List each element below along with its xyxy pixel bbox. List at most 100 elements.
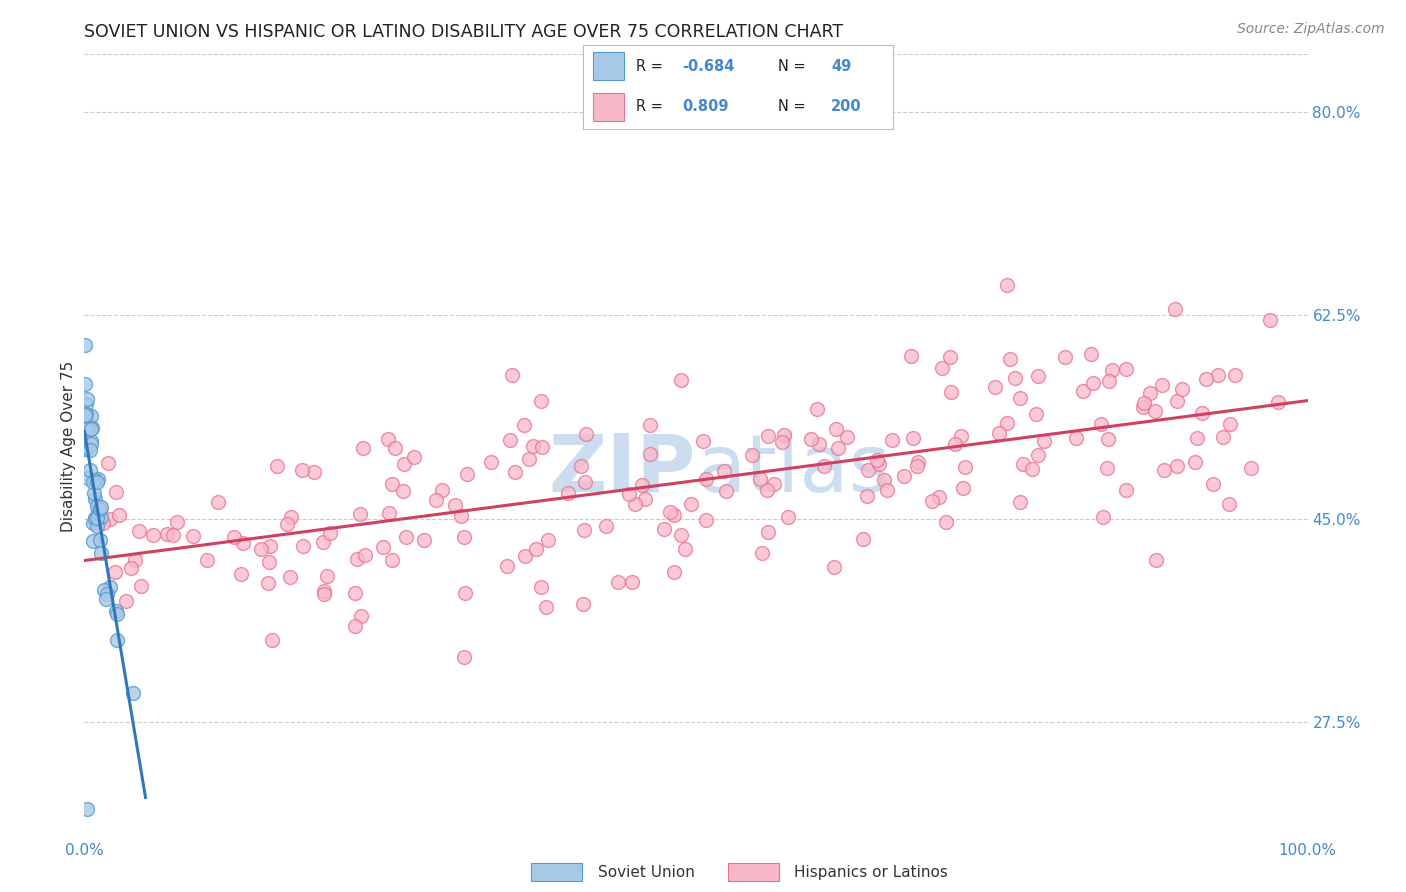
Point [928, 490, 950, 504]
Text: ZIP: ZIP [548, 431, 696, 508]
Point [624, 497, 647, 511]
Point [425, 493, 447, 508]
Point [858, 463, 880, 477]
Point [84, 474, 107, 488]
Point [105, 633, 128, 648]
Point [1025, 407, 1047, 421]
Point [82, 475, 104, 489]
Point [499, 433, 522, 447]
Point [876, 483, 898, 498]
Point [83, 485, 105, 500]
Point [73, 338, 96, 352]
Point [900, 349, 922, 363]
Point [89, 533, 111, 548]
Point [1080, 347, 1102, 361]
Text: N =: N = [779, 59, 806, 74]
Point [1091, 509, 1114, 524]
Point [222, 530, 245, 544]
Point [501, 368, 523, 382]
Point [522, 439, 544, 453]
Point [1012, 457, 1035, 471]
Point [515, 549, 537, 563]
Point [115, 594, 138, 608]
Point [530, 441, 553, 455]
Point [695, 472, 717, 486]
Point [76, 802, 98, 816]
Point [572, 598, 595, 612]
Point [949, 429, 972, 443]
Point [1000, 352, 1022, 367]
Text: Soviet Union: Soviet Union [598, 865, 695, 880]
Point [935, 516, 957, 530]
Point [1101, 363, 1123, 377]
FancyBboxPatch shape [593, 53, 624, 80]
Point [806, 401, 828, 416]
Point [82, 534, 104, 549]
Point [778, 510, 800, 524]
Point [763, 476, 786, 491]
Point [73, 410, 96, 425]
Point [595, 519, 617, 533]
Point [751, 546, 773, 560]
Point [377, 432, 399, 446]
Point [1144, 553, 1167, 567]
Point [664, 508, 686, 522]
Point [392, 457, 415, 471]
Point [673, 542, 696, 557]
Point [569, 459, 592, 474]
Point [75, 408, 97, 422]
Point [195, 553, 218, 567]
Point [1212, 430, 1234, 444]
Point [142, 528, 165, 542]
Point [866, 453, 889, 467]
Point [350, 609, 373, 624]
Point [557, 486, 579, 500]
Point [652, 522, 675, 536]
Point [716, 483, 738, 498]
Point [713, 465, 735, 479]
Point [1240, 461, 1263, 475]
Point [800, 432, 823, 446]
Point [574, 475, 596, 490]
Point [770, 435, 793, 450]
Point [905, 458, 928, 473]
Point [120, 561, 142, 575]
Point [945, 437, 967, 451]
Point [988, 425, 1011, 440]
Point [1004, 371, 1026, 385]
Point [984, 380, 1007, 394]
Point [76, 422, 98, 436]
Point [250, 541, 273, 556]
Point [620, 574, 643, 589]
Text: R =: R = [636, 98, 664, 113]
Point [695, 513, 717, 527]
Point [953, 460, 976, 475]
Point [880, 434, 903, 448]
Point [1195, 372, 1218, 386]
Point [79, 409, 101, 424]
Point [122, 686, 145, 700]
Point [1258, 312, 1281, 326]
Point [354, 548, 377, 562]
Point [312, 584, 335, 599]
Point [316, 569, 339, 583]
Point [1097, 432, 1119, 446]
Point [823, 559, 845, 574]
Point [638, 417, 661, 432]
Point [380, 477, 402, 491]
Point [1073, 384, 1095, 398]
Point [995, 416, 1018, 430]
Point [1150, 377, 1173, 392]
Point [756, 429, 779, 443]
Point [1010, 391, 1032, 405]
Point [104, 565, 127, 579]
Point [89, 501, 111, 516]
Point [90, 546, 112, 560]
Point [634, 491, 657, 506]
Point [75, 396, 97, 410]
Point [824, 422, 846, 436]
Point [1115, 362, 1137, 376]
Point [83, 492, 105, 507]
Point [257, 555, 280, 569]
Point [86, 510, 108, 524]
